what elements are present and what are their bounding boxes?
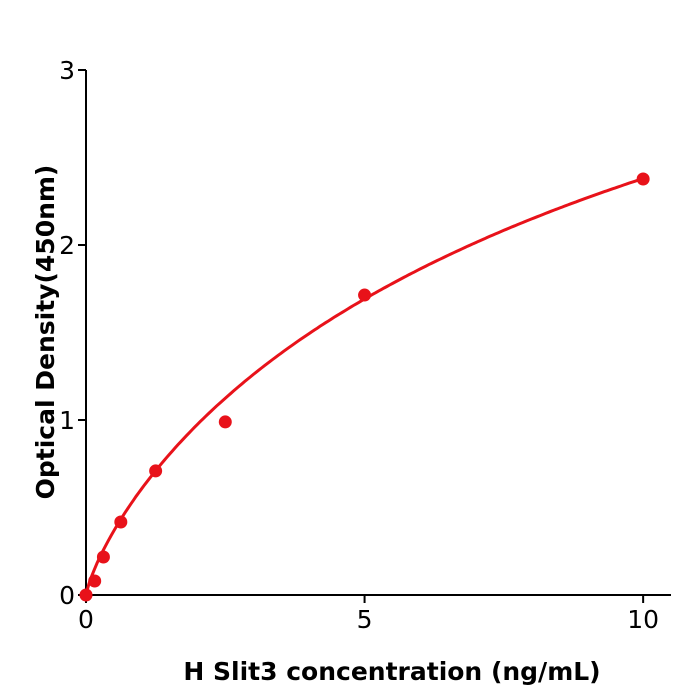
data-point (88, 574, 102, 588)
data-point (218, 415, 232, 429)
y-axis-title: Optical Density(450nm) (31, 165, 60, 500)
data-point (96, 550, 110, 564)
data-points (79, 172, 650, 602)
data-point (358, 288, 372, 302)
axes: 0 5 10 0 1 2 3 (59, 56, 671, 634)
fit-curve (84, 177, 644, 596)
y-tick-label: 3 (59, 56, 75, 85)
x-axis-title: H Slit3 concentration (ng/mL) (183, 657, 600, 686)
data-point (114, 515, 128, 529)
data-point (79, 588, 93, 602)
y-tick-label: 2 (59, 231, 75, 260)
y-tick-label: 0 (59, 581, 75, 610)
y-tick-label: 1 (59, 406, 75, 435)
x-tick-label: 5 (357, 605, 373, 634)
data-point (149, 464, 163, 478)
x-tick-label: 0 (78, 605, 94, 634)
data-point (636, 172, 650, 186)
x-tick-label: 10 (627, 605, 659, 634)
